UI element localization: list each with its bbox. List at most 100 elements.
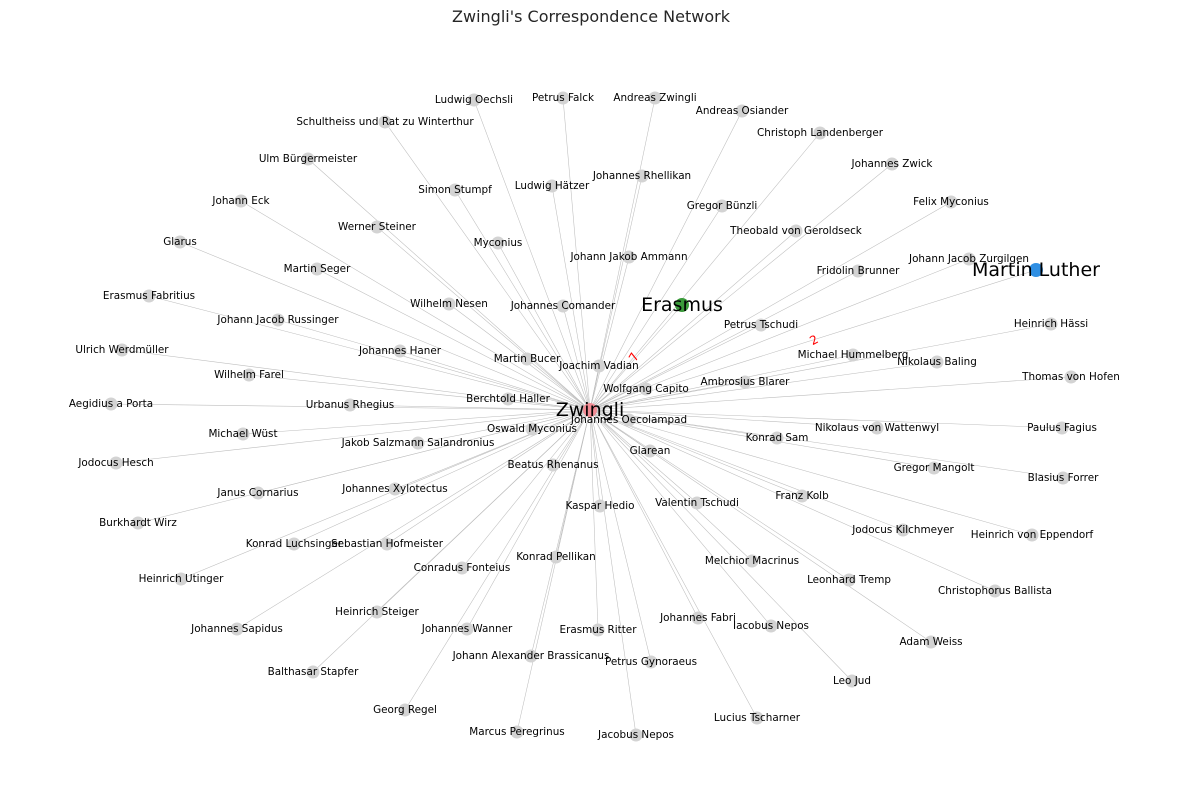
- node-beatus-rhenanus: [546, 458, 560, 472]
- node-christophorus-ballista: [988, 584, 1002, 598]
- edge-zwingli-johann-jacob-zurgilgen: [589, 258, 970, 411]
- node-label-joachim-vadian: Joachim Vadian: [558, 360, 639, 372]
- edge-zwingli-ambrosius-blarer: [589, 381, 746, 411]
- node-label-nikolaus-von-wattenwyl: Nikolaus von Wattenwyl: [815, 422, 939, 434]
- node-label-georg-regel: Georg Regel: [373, 704, 437, 716]
- node-johann-jacob-russinger: [271, 313, 285, 327]
- node-felix-myconius: [944, 195, 958, 209]
- edge-zwingli-martin-seger: [316, 268, 591, 411]
- node-label-martin-bucer: Martin Bucer: [494, 353, 561, 365]
- edge-zwingli-andreas-zwingli: [589, 97, 656, 411]
- node-glarean: [643, 444, 657, 458]
- edge-zwingli-werner-steiner: [376, 226, 591, 411]
- edge-zwingli-jacobus-nepos: [589, 409, 637, 736]
- node-label-johannes-rhellikan: Johannes Rhellikan: [592, 170, 691, 182]
- node-label-johannes-oecolampad: Johannes Oecolampad: [570, 414, 687, 426]
- edge-zwingli-marcus-peregrinus: [516, 409, 591, 733]
- node-label-blasius-forrer: Blasius Forrer: [1028, 472, 1099, 484]
- node-nikolaus-von-wattenwyl: [870, 421, 884, 435]
- node-label-johannes-fabri: Johannes Fabri: [659, 612, 736, 624]
- node-conradus-fonteius: [455, 561, 469, 575]
- edge-zwingli-petrus-tschudi: [589, 324, 762, 411]
- edge-zwingli-myconius: [497, 242, 591, 411]
- node-label-paulus-fagius: Paulus Fagius: [1027, 422, 1097, 434]
- node-label-conradus-fonteius: Conradus Fonteius: [414, 562, 511, 574]
- labels-layer: Zwingli Erasmus Martin Luther Ludwig Oechsl…: [69, 92, 1120, 741]
- node-label-ludwig-oechsli: Ludwig Oechsli: [435, 94, 513, 106]
- node-valentin-tschudi: [690, 496, 704, 510]
- node-label-gregor-bunzli: Gregor Bünzli: [687, 200, 758, 212]
- node-label-johannes-zwick: Johannes Zwick: [851, 158, 933, 170]
- node-label-ulrich-werdmuller: Ulrich Werdmüller: [75, 344, 169, 356]
- node-johannes-wanner: [460, 622, 474, 636]
- edge-zwingli-michael-hummelberg: [589, 354, 854, 411]
- node-marcus-peregrinus: [510, 725, 524, 739]
- node-label-ludwig-hatzer: Ludwig Hätzer: [515, 180, 590, 192]
- node-label-balthasar-stapfer: Balthasar Stapfer: [268, 666, 359, 678]
- node-label-berchtold-haller: Berchtold Haller: [466, 393, 550, 405]
- edge-weight-label-martin-luther: 2: [807, 332, 820, 348]
- edge-zwingli-schultheiss-und-rat-zu-winterthur: [384, 121, 591, 411]
- node-johannes-rhellikan: [635, 169, 649, 183]
- node-andreas-osiander: [735, 104, 749, 118]
- edge-zwingli-joachim-vadian: [589, 365, 600, 411]
- edge-zwingli-johannes-comander: [562, 305, 591, 411]
- node-label-andreas-osiander: Andreas Osiander: [696, 105, 789, 117]
- edge-zwingli-martin-bucer: [526, 358, 591, 411]
- node-martin-bucer: [520, 352, 534, 366]
- node-label-aegidius-a-porta: Aegidius a Porta: [69, 398, 153, 410]
- edge-zwingli-johann-jakob-ammann: [589, 256, 630, 411]
- node-label-johann-jacob-russinger: Johann Jacob Russinger: [216, 314, 339, 326]
- node-joachim-vadian: [592, 359, 606, 373]
- node-label-heinrich-steiger: Heinrich Steiger: [335, 606, 419, 618]
- node-label-oswald-myconius: Oswald Myconius: [487, 423, 577, 435]
- node-label-johannes-xylotectus: Johannes Xylotectus: [341, 483, 447, 495]
- node-label-zwingli: Zwingli: [556, 399, 625, 421]
- edge-zwingli-ludwig-hatzer: [551, 185, 591, 411]
- edge-zwingli-glarus: [179, 241, 591, 411]
- node-adam-weiss: [924, 635, 938, 649]
- edge-zwingli-iacobus-nepos: [589, 409, 772, 627]
- edge-zwingli-thomas-von-hofen: [589, 376, 1072, 411]
- edge-zwingli-valentin-tschudi: [589, 409, 698, 504]
- edge-zwingli-gregor-mangolt: [589, 409, 935, 469]
- edge-zwingli-martin-luther: [589, 269, 1037, 411]
- node-johann-eck: [234, 194, 248, 208]
- node-johannes-haner: [393, 344, 407, 358]
- edge-zwingli-heinrich-von-eppendorf: [589, 409, 1033, 536]
- node-label-urbanus-rhegius: Urbanus Rhegius: [306, 399, 394, 411]
- node-label-christoph-landenberger: Christoph Landenberger: [757, 127, 884, 139]
- node-label-martin-seger: Martin Seger: [284, 263, 351, 275]
- node-label-lucius-tscharner: Lucius Tscharner: [714, 712, 801, 724]
- node-theobald-von-geroldseck: [789, 224, 803, 238]
- node-jakob-salzmann-salandronius: [411, 436, 425, 450]
- edge-zwingli-leonhard-tremp: [589, 409, 850, 581]
- node-gregor-bunzli: [715, 199, 729, 213]
- edge-zwingli-christoph-landenberger: [589, 132, 821, 411]
- node-berchtold-haller: [501, 392, 515, 406]
- node-label-nikolaus-baling: Nikolaus Baling: [897, 356, 977, 368]
- node-werner-steiner: [370, 220, 384, 234]
- node-burkhardt-wirz: [131, 516, 145, 530]
- node-label-johannes-comander: Johannes Comander: [510, 300, 616, 312]
- edge-zwingli-heinrich-utinger: [180, 409, 591, 580]
- node-label-werner-steiner: Werner Steiner: [338, 221, 417, 233]
- node-label-johannes-sapidus: Johannes Sapidus: [190, 623, 283, 635]
- node-balthasar-stapfer: [306, 665, 320, 679]
- edge-zwingli-sebastian-hofmeister: [386, 409, 591, 545]
- node-konrad-luchsinger: [287, 537, 301, 551]
- node-label-simon-stumpf: Simon Stumpf: [418, 184, 492, 196]
- node-label-theobald-von-geroldseck: Theobald von Geroldseck: [729, 225, 862, 237]
- node-heinrich-steiger: [370, 605, 384, 619]
- node-ulm-burgermeister: [301, 152, 315, 166]
- edge-zwingli-jakob-salzmann-salandronius: [417, 409, 591, 444]
- edge-zwingli-urbanus-rhegius: [349, 404, 591, 411]
- node-label-erasmus-fabritius: Erasmus Fabritius: [103, 290, 195, 302]
- edge-zwingli-johannes-fabri: [589, 409, 699, 619]
- node-label-michael-wust: Michael Wüst: [208, 428, 277, 440]
- edge-zwingli-johannes-wanner: [466, 409, 591, 630]
- node-oswald-myconius: [525, 422, 539, 436]
- node-aegidius-a-porta: [104, 397, 118, 411]
- node-label-ambrosius-blarer: Ambrosius Blarer: [701, 376, 791, 388]
